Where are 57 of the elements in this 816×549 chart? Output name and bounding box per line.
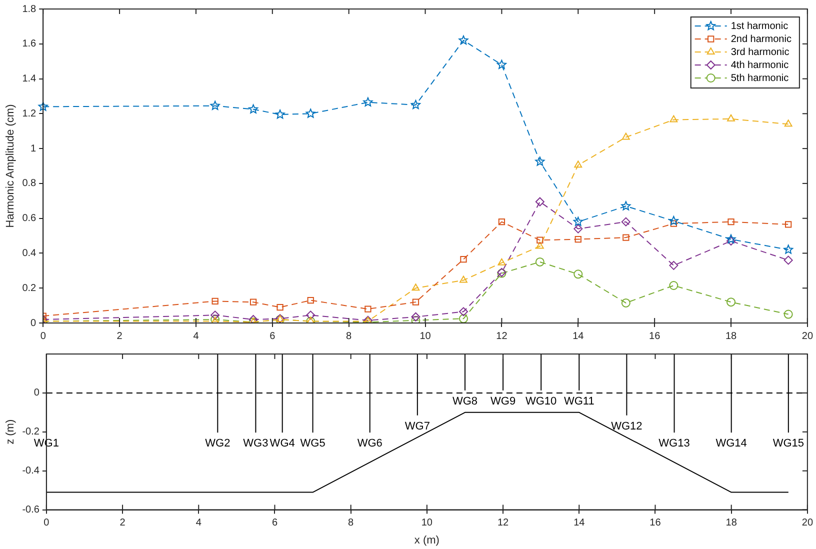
x-tick-label: 2	[116, 330, 123, 342]
x-tick-label: 6	[270, 330, 276, 342]
y-tick-label: 1.8	[22, 4, 37, 15]
legend-label: 4th harmonic	[730, 60, 789, 71]
x-tick-label: 4	[193, 330, 200, 342]
ref-line-label: WG12	[611, 420, 642, 432]
x-tick-label: 10	[421, 518, 433, 529]
y-tick-label: 0	[34, 388, 40, 399]
y-axis-title: z (m)	[4, 419, 17, 444]
x-tick-label: 20	[802, 330, 814, 342]
x-tick-label: 14	[572, 330, 584, 342]
legend-label: 1st harmonic	[730, 20, 788, 32]
y-tick-label: 1.4	[22, 74, 37, 85]
x-tick-label: 18	[726, 518, 738, 529]
ref-line-label: WG9	[490, 395, 516, 408]
x-tick-label: 0	[44, 518, 50, 529]
x-tick-label: 18	[725, 330, 738, 342]
y-tick-label: 1	[30, 143, 37, 154]
legend-label: 3rd harmonic	[730, 46, 790, 58]
y-tick-label: 0.6	[22, 213, 37, 224]
x-tick-label: 10	[420, 330, 432, 342]
ref-line-label: WG11	[564, 395, 594, 408]
ref-line-label: WG2	[205, 438, 230, 450]
ref-line-label: WG5	[300, 438, 326, 450]
x-axis-title: x (m)	[414, 534, 440, 546]
y-tick-label: 0.4	[22, 248, 37, 259]
y-tick-label: -0.2	[22, 426, 40, 438]
ref-line-label: WG8	[452, 395, 478, 408]
ref-line-label: WG3	[243, 438, 268, 450]
legend-label: 5th harmonic	[730, 72, 789, 84]
ref-line-label: WG14	[716, 438, 747, 450]
ref-line-label: WG13	[658, 438, 690, 450]
y-tick-label: 1.2	[22, 108, 37, 120]
y-tick-label: 1.6	[22, 38, 37, 50]
x-tick-label: 8	[348, 518, 354, 529]
legend-label: 2nd harmonic	[730, 34, 792, 45]
ref-line-label: WG10	[525, 395, 557, 408]
x-tick-label: 4	[196, 518, 202, 529]
x-tick-label: 16	[650, 518, 662, 529]
x-tick-label: 12	[497, 518, 510, 529]
ref-line-label: WG4	[270, 438, 295, 450]
y-tick-label: -0.4	[22, 466, 40, 477]
x-tick-label: 8	[346, 330, 352, 342]
ref-line-label: WG7	[404, 420, 430, 432]
x-tick-label: 14	[574, 518, 586, 529]
ref-line-label: WG6	[357, 438, 382, 450]
x-tick-label: 12	[496, 330, 508, 342]
y-tick-label: 0.8	[22, 178, 37, 190]
x-tick-label: 16	[649, 330, 661, 342]
x-tick-label: 6	[272, 518, 278, 529]
y-tick-label: 0.2	[22, 282, 37, 294]
y-tick-label: -0.6	[22, 504, 40, 516]
x-tick-label: 20	[802, 518, 814, 529]
ref-line-label: WG15	[772, 438, 804, 450]
x-tick-label: 2	[120, 518, 126, 529]
y-tick-label: 0	[30, 318, 37, 329]
y-axis-title: Harmonic Amplitude (cm)	[4, 104, 17, 228]
